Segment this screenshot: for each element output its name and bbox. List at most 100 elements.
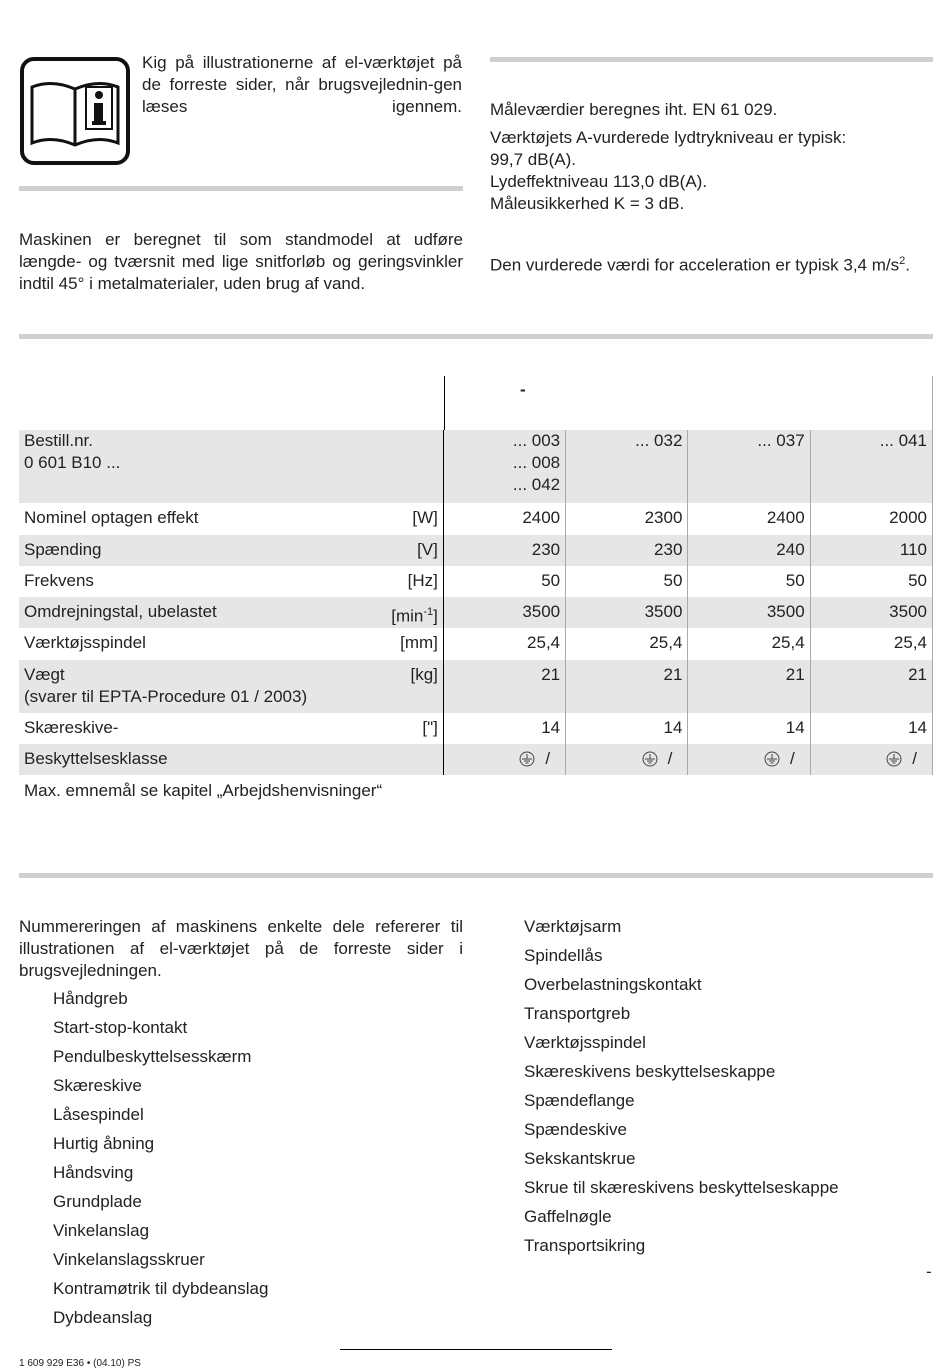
value: 14 (663, 718, 683, 737)
list-item: Gaffelnøgle (524, 1207, 612, 1226)
unit: [Hz] (407, 571, 438, 590)
label: Spænding (24, 540, 102, 559)
list-item: Håndsving (53, 1163, 134, 1182)
unit: ] (433, 606, 438, 626)
value: 2300 (644, 508, 683, 527)
unit-sup: -1 (423, 606, 434, 618)
value: 2400 (766, 508, 805, 527)
list-item: Værktøjsspindel (524, 1033, 646, 1052)
label: Frekvens (24, 571, 94, 590)
footer-rule (340, 1349, 612, 1350)
value: 240 (776, 540, 805, 559)
value-cell: 21 (687, 660, 811, 713)
label: Skæreskive- (24, 718, 119, 737)
value: 2400 (522, 508, 561, 527)
value: 14 (908, 718, 927, 737)
table-row: Nominel optagen effekt [W] 2400 2300 2400 200… (19, 503, 934, 535)
doc-date: (04.10) PS (93, 1358, 141, 1369)
order-cell: ... 003 ... 008 ... 042 (443, 430, 567, 503)
order-cell: ... 037 (687, 430, 811, 503)
unit-cell: [Hz] (333, 566, 444, 597)
order-label: Bestill.nr. 0 601 B10 ... (19, 430, 333, 503)
unit-cell: [W] (333, 503, 444, 535)
table-note: Max. emnemål se kapitel „Arbejdshenvisni… (24, 781, 383, 800)
intro-text: Kig på illustrationerne af el-værktøjet … (142, 53, 462, 116)
value: 21 (908, 665, 927, 684)
value-cell: 3500 (565, 597, 689, 628)
unit-cell: [kg] (333, 660, 444, 713)
unit-cell: [V] (333, 535, 444, 566)
value: 21 (663, 665, 683, 684)
earth-ground-icon (642, 751, 658, 767)
value: 14 (541, 718, 561, 737)
list-item: Hurtig åbning (53, 1134, 155, 1153)
table-row: Frekvens [Hz] 50 50 50 50 (19, 566, 934, 597)
label: Værktøjsspindel (24, 633, 146, 652)
label: Omdrejningstal, ubelastet (24, 602, 217, 621)
list-item: Overbelastningskontakt (524, 975, 702, 994)
order-number: ... 003 (512, 431, 561, 450)
order-cell: ... 032 (565, 430, 689, 503)
value: 50 (663, 571, 683, 590)
row-label: Omdrejningstal, ubelastet (19, 597, 333, 628)
unit-cell (333, 430, 444, 503)
divider (19, 334, 933, 339)
value-cell: 21 (810, 660, 934, 713)
unit-cell: [mm] (333, 628, 444, 660)
label: Beskyttelsesklasse (24, 749, 168, 768)
value-cell: 50 (443, 566, 567, 597)
value: 110 (899, 540, 927, 559)
noise-line: Lydeffektniveau 113,0 dB(A). (490, 172, 708, 191)
list-item: Håndgreb (53, 989, 128, 1008)
unit-cell: [min-1] (333, 597, 444, 628)
earth-ground-icon (764, 751, 780, 767)
value-cell: / (810, 744, 934, 775)
divider (19, 873, 933, 878)
value-cell: 240 (687, 535, 811, 566)
noise-line: 99,7 dB(A). (490, 150, 576, 169)
list-item: Transportsikring (524, 1236, 646, 1255)
unit: [kg] (410, 665, 438, 684)
value: 2000 (889, 508, 927, 527)
intended-use-text: Maskinen er beregnet til som standmodel … (19, 230, 463, 293)
parts-list-right: Værktøjsarm Spindellås Overbelastningskont… (524, 912, 839, 1260)
table-row: Omdrejningstal, ubelastet [min-1] 3500 3500… (19, 597, 934, 628)
row-label: Nominel optagen effekt (19, 503, 333, 535)
table-row: Skæreskive- ["] 14 14 14 14 (19, 713, 934, 744)
value-cell: 14 (687, 713, 811, 744)
row-label: Frekvens (19, 566, 333, 597)
value-cell: 3500 (687, 597, 811, 628)
value-cell: 25,4 (687, 628, 811, 660)
table-line (444, 376, 445, 430)
label: Bestill.nr. (24, 431, 93, 450)
value-cell: 50 (687, 566, 811, 597)
list-item: Spændeflange (524, 1091, 635, 1110)
value: 25,4 (527, 633, 561, 652)
row-label: Beskyttelsesklasse (19, 744, 333, 775)
value-cell: 50 (565, 566, 689, 597)
label: 0 601 B10 ... (24, 453, 121, 472)
noise-line: Værktøjets A-vurderede lydtrykniveau er … (490, 128, 847, 147)
order-number: ... 042 (512, 475, 561, 494)
value-cell: 14 (810, 713, 934, 744)
list-item: Værktøjsarm (524, 917, 622, 936)
order-number: ... 037 (757, 431, 805, 450)
value-cell: 230 (565, 535, 689, 566)
list-item: Spændeskive (524, 1120, 628, 1139)
unit: [V] (417, 540, 438, 559)
specs-table: Bestill.nr. 0 601 B10 ... ... 003 ... 008.… (19, 430, 934, 775)
list-item: Transportgreb (524, 1004, 631, 1023)
value: 3500 (522, 602, 561, 621)
noise-standard: Måleværdier beregnes iht. EN 61 029. (490, 100, 778, 119)
row-label: Spænding (19, 535, 333, 566)
unit-sup: 2 (899, 255, 906, 267)
value-cell: 25,4 (443, 628, 567, 660)
list-item: Start-stop-kontakt (53, 1018, 188, 1037)
value-cell: 14 (565, 713, 689, 744)
table-line (932, 376, 933, 430)
row-label: Skæreskive- (19, 713, 333, 744)
value-cell: 21 (565, 660, 689, 713)
list-item: Vinkelanslag (53, 1221, 150, 1240)
value: 21 (541, 665, 561, 684)
vibration-value: Den vurderede værdi for acceleration er … (490, 255, 900, 275)
